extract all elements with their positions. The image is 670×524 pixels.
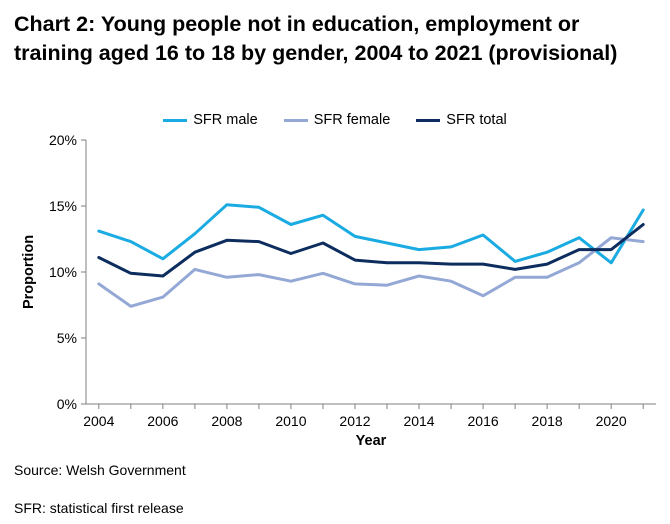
series-line-sfr-total xyxy=(97,223,645,278)
x-axis-title: Year xyxy=(356,433,387,449)
x-tick-label: 2010 xyxy=(275,413,306,429)
legend-label-sfr-female: SFR female xyxy=(313,112,391,128)
y-tick-label: 20% xyxy=(49,132,77,148)
x-tick-label: 2004 xyxy=(83,413,114,429)
y-tick-label: 15% xyxy=(49,198,77,214)
x-tick-label: 2018 xyxy=(532,413,563,429)
x-tick-label: 2016 xyxy=(468,413,499,429)
source-note: Source: Welsh Government xyxy=(14,462,186,478)
series-line-sfr-male xyxy=(97,203,645,265)
y-tick-label: 5% xyxy=(57,330,77,346)
chart-legend: SFR male SFR female SFR total xyxy=(0,112,670,128)
y-tick-label: 10% xyxy=(49,264,77,280)
x-tick-label: 2020 xyxy=(596,413,627,429)
legend-label-sfr-total: SFR total xyxy=(446,112,507,128)
y-axis-title: Proportion xyxy=(21,235,37,309)
legend-label-sfr-male: SFR male xyxy=(193,112,258,128)
x-tick-label: 2006 xyxy=(147,413,178,429)
legend-item-sfr-female: SFR female xyxy=(283,112,391,128)
legend-item-sfr-male: SFR male xyxy=(163,112,258,128)
legend-swatch-sfr-total xyxy=(416,118,441,122)
x-tick-label: 2008 xyxy=(211,413,242,429)
x-tick-label: 2014 xyxy=(403,413,434,429)
y-tick-label: 0% xyxy=(57,396,77,412)
abbreviation-note: SFR: statistical first release xyxy=(14,500,184,516)
legend-item-sfr-total: SFR total xyxy=(416,112,507,128)
series-line-sfr-female xyxy=(97,236,645,308)
x-tick-label: 2012 xyxy=(339,413,370,429)
line-chart: 0% 5% 10% 15% 20% 2004 2006 2008 2010 2012 2014 201… xyxy=(21,132,656,449)
legend-swatch-sfr-female xyxy=(283,118,308,122)
chart-title: Chart 2: Young people not in education, … xyxy=(14,12,618,65)
legend-swatch-sfr-male xyxy=(163,118,188,122)
